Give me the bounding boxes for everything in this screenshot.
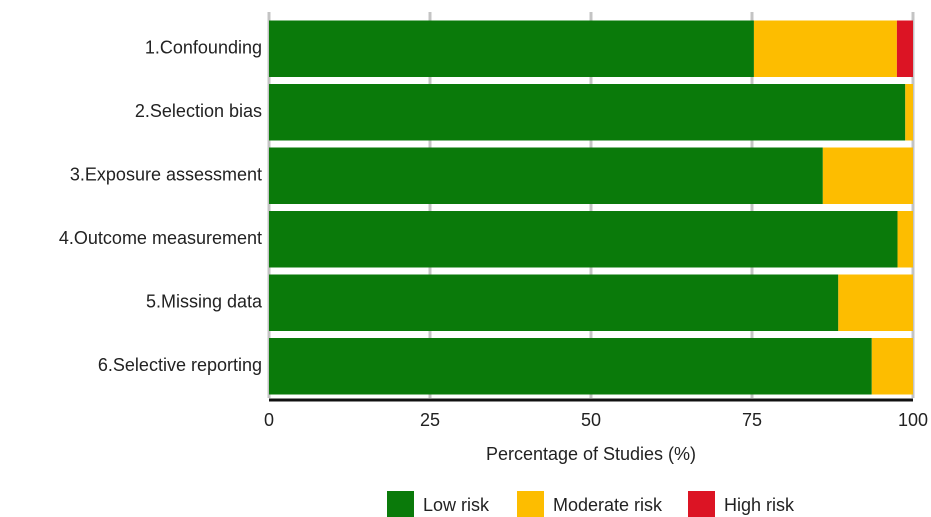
y-tick-label: 5.Missing data <box>146 292 263 312</box>
bar-segment <box>896 20 913 77</box>
y-tick-label: 6.Selective reporting <box>98 355 262 375</box>
bar-segment <box>269 84 906 141</box>
bar-segment <box>269 147 823 204</box>
bar-segment <box>897 211 913 268</box>
bar-segment <box>822 147 913 204</box>
bar-segment <box>753 20 897 77</box>
legend-label: High risk <box>724 495 795 515</box>
bar-segment <box>269 20 754 77</box>
legend-label: Low risk <box>423 495 490 515</box>
legend-label: Moderate risk <box>553 495 663 515</box>
x-tick-label: 75 <box>742 410 762 430</box>
bar-segment <box>838 274 913 331</box>
x-tick-label: 50 <box>581 410 601 430</box>
legend-swatch <box>517 491 544 517</box>
legend-swatch <box>688 491 715 517</box>
legend-swatch <box>387 491 414 517</box>
bar-segment <box>269 211 898 268</box>
x-tick-label: 0 <box>264 410 274 430</box>
y-tick-label: 2.Selection bias <box>135 101 262 121</box>
x-tick-label: 100 <box>898 410 928 430</box>
y-tick-label: 3.Exposure assessment <box>70 165 262 185</box>
x-axis-label: Percentage of Studies (%) <box>486 444 696 464</box>
bar-segment <box>871 338 913 395</box>
bar-segment <box>269 338 872 395</box>
y-tick-label: 1.Confounding <box>145 38 262 58</box>
y-tick-label: 4.Outcome measurement <box>59 228 262 248</box>
x-tick-label: 25 <box>420 410 440 430</box>
bar-segment <box>905 84 913 141</box>
bar-segment <box>269 274 839 331</box>
